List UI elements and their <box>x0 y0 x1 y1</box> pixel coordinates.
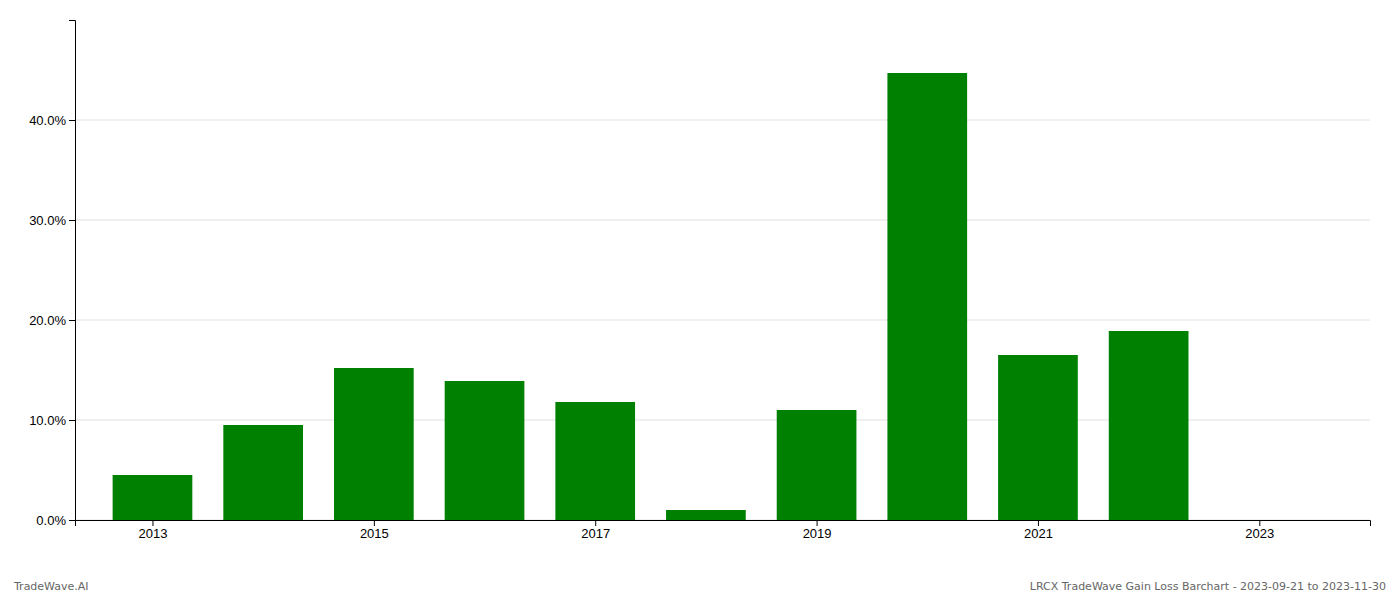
chart: 2013 2015 2017 2019 2021 2023 0.0% 10.0% 20.0% 30… <box>0 0 1400 600</box>
y-tick-label: 40.0% <box>29 113 66 128</box>
grid-line <box>75 320 1370 321</box>
footer-text: TradeWave.AI <box>13 580 89 593</box>
x-tick-mark <box>595 520 596 526</box>
bar <box>1109 331 1189 520</box>
bar <box>445 381 525 520</box>
bar <box>334 368 414 520</box>
y-tick-label: 30.0% <box>29 213 66 228</box>
x-tick: 2015 <box>360 520 389 541</box>
x-tick-mark <box>1038 520 1039 526</box>
footer-text: LRCX TradeWave Gain Loss Barchart - 2023… <box>1030 580 1386 593</box>
x-tick: 2017 <box>581 520 610 541</box>
y-tick-mark <box>69 420 75 421</box>
y-tick: 30.0% <box>29 213 75 228</box>
bar <box>998 355 1078 520</box>
x-tick-mark <box>374 520 375 526</box>
bars <box>113 73 1189 520</box>
y-tick-label: 20.0% <box>29 313 66 328</box>
y-tick-mark <box>69 320 75 321</box>
y-tick: 10.0% <box>29 413 75 428</box>
bar <box>666 510 746 520</box>
y-tick: 0.0% <box>36 513 75 528</box>
y-tick-mark <box>69 220 75 221</box>
x-tick-label: 2023 <box>1245 526 1274 541</box>
grid-line <box>75 120 1370 121</box>
x-axis-line <box>76 521 1371 527</box>
x-tick: 2013 <box>139 520 168 541</box>
x-tick-label: 2017 <box>581 526 610 541</box>
grid <box>75 120 1370 520</box>
x-tick-label: 2021 <box>1024 526 1053 541</box>
x-tick-mark <box>152 520 153 526</box>
x-axis: 2013 2015 2017 2019 2021 2023 <box>76 520 1371 541</box>
bar <box>223 425 303 520</box>
y-tick-mark <box>69 520 75 521</box>
x-tick: 2019 <box>803 520 832 541</box>
x-tick-mark <box>817 520 818 526</box>
plot-area: 2013 2015 2017 2019 2021 2023 0.0% 10.0% 20.0% 30… <box>29 21 1370 542</box>
y-tick-mark <box>69 120 75 121</box>
x-tick: 2023 <box>1245 520 1274 541</box>
x-tick: 2021 <box>1024 520 1053 541</box>
y-tick-label: 0.0% <box>36 513 66 528</box>
bar <box>555 402 635 520</box>
grid-line <box>75 220 1370 221</box>
y-tick: 20.0% <box>29 313 75 328</box>
x-tick-label: 2019 <box>803 526 832 541</box>
x-tick-mark <box>1259 520 1260 526</box>
bar <box>113 475 193 520</box>
bar <box>777 410 857 520</box>
bar <box>887 73 967 520</box>
y-tick: 40.0% <box>29 113 75 128</box>
y-axis-line <box>69 21 76 521</box>
y-axis: 0.0% 10.0% 20.0% 30.0% 40.0% <box>29 21 75 528</box>
x-tick-label: 2013 <box>139 526 168 541</box>
y-tick-label: 10.0% <box>29 413 66 428</box>
x-tick-label: 2015 <box>360 526 389 541</box>
